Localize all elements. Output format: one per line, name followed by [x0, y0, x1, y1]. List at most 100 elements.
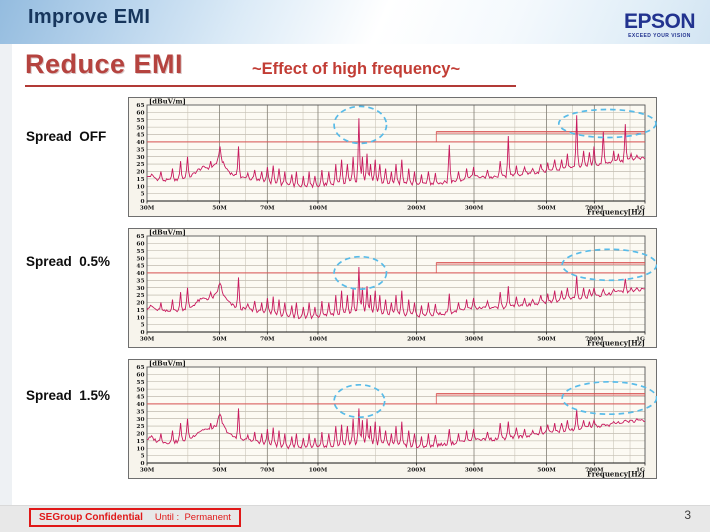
highlight-ellipse	[561, 248, 657, 282]
y-tick-label: 25	[136, 424, 144, 430]
x-tick-label: 50M	[212, 337, 227, 343]
y-tick-label: 40	[136, 140, 144, 146]
y-tick-label: 5	[140, 192, 144, 198]
x-tick-label: 700M	[585, 337, 604, 343]
y-tick-label: 35	[136, 409, 144, 415]
x-tick-label: 300M	[465, 206, 484, 212]
y-axis-unit-label: [dBuV/m]	[149, 359, 186, 367]
y-tick-label: 25	[136, 162, 144, 168]
chart-spread-1-5: 0 5 10 15 20 25 30 35 40 45 50 55 60 65 30M 50M 70M 100M 2…	[128, 359, 657, 479]
x-tick-label: 70M	[260, 337, 275, 343]
highlight-ellipse	[333, 255, 388, 290]
y-tick-label: 10	[136, 446, 144, 452]
x-tick-label: 70M	[260, 206, 275, 212]
chart-spread-0-5: 0 5 10 15 20 25 30 35 40 45 50 55 60 65 30M 50M 70M 100M 2…	[128, 228, 657, 348]
x-tick-label: 700M	[585, 468, 604, 474]
y-tick-label: 65	[136, 234, 144, 240]
highlight-ellipse	[333, 105, 388, 145]
y-tick-label: 60	[136, 110, 144, 116]
confidential-box: SEGroup Confidential Until : Permanent	[29, 508, 241, 527]
y-tick-label: 20	[136, 301, 144, 307]
y-tick-label: 20	[136, 432, 144, 438]
x-tick-label: 500M	[537, 468, 556, 474]
x-tick-label: 70M	[260, 468, 275, 474]
y-tick-label: 20	[136, 170, 144, 176]
y-tick-label: 15	[136, 439, 144, 445]
y-tick-label: 50	[136, 387, 144, 393]
chart-label-spread-1-5: Spread 1.5%	[26, 388, 111, 403]
plot-area	[147, 105, 645, 201]
y-tick-label: 0	[140, 199, 144, 205]
y-tick-label: 0	[140, 330, 144, 336]
x-tick-label: 1G	[636, 468, 645, 474]
spectrum-trace	[146, 408, 646, 450]
y-tick-label: 30	[136, 155, 144, 161]
y-tick-label: 30	[136, 286, 144, 292]
x-tick-label: 100M	[309, 468, 328, 474]
x-tick-label: 200M	[407, 206, 426, 212]
y-tick-label: 55	[136, 249, 144, 255]
confidential-label: SEGroup Confidential	[39, 512, 143, 523]
highlight-ellipse	[561, 380, 657, 416]
y-tick-label: 30	[136, 417, 144, 423]
x-tick-label: 30M	[140, 206, 155, 212]
x-axis-label: Frequency[Hz]	[587, 208, 645, 217]
epson-logo: EPSON EXCEED YOUR VISION	[623, 10, 696, 39]
y-tick-label: 55	[136, 380, 144, 386]
y-axis-unit-label: [dBuV/m]	[149, 228, 186, 236]
y-tick-label: 5	[140, 454, 144, 460]
chart-label-spread-off: Spread OFF	[26, 129, 107, 144]
y-tick-label: 15	[136, 177, 144, 183]
y-tick-label: 40	[136, 402, 144, 408]
page-number: 3	[684, 508, 691, 522]
x-tick-label: 300M	[465, 337, 484, 343]
x-tick-label: 200M	[407, 337, 426, 343]
x-axis-label: Frequency[Hz]	[587, 470, 645, 479]
plot-area	[147, 367, 645, 463]
y-tick-label: 45	[136, 133, 144, 139]
x-tick-label: 500M	[537, 337, 556, 343]
x-tick-label: 100M	[309, 337, 328, 343]
x-tick-label: 100M	[309, 206, 328, 212]
y-tick-label: 45	[136, 395, 144, 401]
x-tick-label: 1G	[636, 337, 645, 343]
y-tick-label: 35	[136, 147, 144, 153]
y-tick-label: 5	[140, 323, 144, 329]
epson-logo-tagline: EXCEED YOUR VISION	[628, 33, 691, 39]
y-tick-label: 40	[136, 271, 144, 277]
y-axis-unit-label: [dBuV/m]	[149, 97, 186, 105]
y-tick-label: 65	[136, 103, 144, 109]
page-title: Reduce EMI	[25, 49, 184, 79]
y-tick-label: 50	[136, 125, 144, 131]
plot-area	[147, 236, 645, 332]
y-tick-label: 65	[136, 365, 144, 371]
y-tick-label: 45	[136, 264, 144, 270]
x-tick-label: 300M	[465, 468, 484, 474]
chart-spread-off: 0 5 10 15 20 25 30 35 40 45 50 55 60 65 30M 50M 70M 100M 2…	[128, 97, 657, 217]
y-tick-label: 55	[136, 118, 144, 124]
x-tick-label: 30M	[140, 337, 155, 343]
x-tick-label: 50M	[212, 468, 227, 474]
slide-header-title: Improve EMI	[28, 6, 151, 28]
y-tick-label: 10	[136, 184, 144, 190]
epson-logo-text: EPSON	[623, 10, 696, 33]
y-tick-label: 15	[136, 308, 144, 314]
page-subtitle: ~Effect of high frequency~	[252, 60, 461, 78]
x-tick-label: 50M	[212, 206, 227, 212]
x-tick-label: 200M	[407, 468, 426, 474]
highlight-ellipse	[333, 383, 386, 419]
x-axis-label: Frequency[Hz]	[587, 339, 645, 348]
title-underline	[25, 85, 516, 87]
y-tick-label: 0	[140, 461, 144, 467]
spectrum-trace	[147, 115, 646, 189]
x-tick-label: 1G	[636, 206, 645, 212]
y-tick-label: 25	[136, 293, 144, 299]
y-tick-label: 50	[136, 256, 144, 262]
y-tick-label: 35	[136, 278, 144, 284]
x-tick-label: 30M	[140, 468, 155, 474]
until-label: Until : Permanent	[154, 512, 231, 523]
x-tick-label: 500M	[537, 206, 556, 212]
